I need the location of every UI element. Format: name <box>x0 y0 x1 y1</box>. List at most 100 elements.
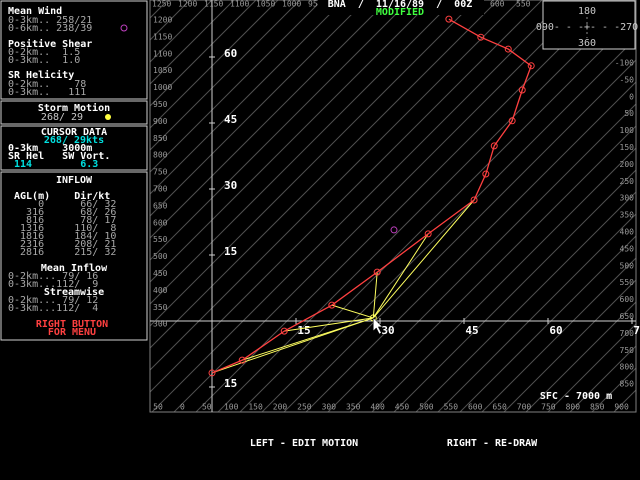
scale-label: 700 <box>517 403 532 412</box>
scale-label: 800 <box>566 403 581 412</box>
row: 0-2km.. 78 <box>8 79 86 90</box>
heading: CURSOR DATA <box>41 127 107 138</box>
diagonal-line <box>327 103 636 412</box>
diagonal-line <box>459 235 636 412</box>
scale-label: 150 <box>620 143 635 152</box>
diagonal-line <box>150 0 235 85</box>
mean-wind-icon <box>120 24 128 32</box>
row: 0-2km... 79/ 16 <box>8 271 98 282</box>
hodograph-point <box>490 142 498 150</box>
scale-label: 650 <box>153 201 168 210</box>
compass-label: 180 <box>578 6 596 17</box>
storm-icon <box>105 114 111 120</box>
scale-label: 800 <box>620 363 635 372</box>
diagonal-line <box>393 169 636 412</box>
row: 0-3km.. 258/21 <box>8 15 92 26</box>
row: 0-3km.. 111 <box>8 87 86 98</box>
heading: Positive Shear <box>8 38 92 50</box>
row: 0-3km 3000m <box>8 143 92 154</box>
station-title: BNA / 11/16/89 / 00Z <box>328 0 473 10</box>
diagonal-line <box>195 0 609 412</box>
diagonal-line <box>150 0 389 239</box>
footer-hint: RIGHT - RE-DRAW <box>447 438 538 449</box>
scale-label: 1200 <box>153 16 172 25</box>
panel-box <box>0 100 148 125</box>
scale-label: 600 <box>153 218 168 227</box>
scale-label: 50 <box>624 109 634 118</box>
row: 0-2km.. 1.5 <box>8 47 80 58</box>
hodograph-point <box>504 45 512 53</box>
scale-label: 450 <box>153 269 168 278</box>
hodograph-point <box>328 301 336 309</box>
diagonal-line <box>150 0 279 129</box>
scale-label: 1100 <box>230 0 249 9</box>
hodograph-point <box>477 33 485 41</box>
scale-label: 350 <box>346 403 361 412</box>
scale-label: 1050 <box>153 66 172 75</box>
scale-label: 100 <box>620 126 635 135</box>
scale-label: 400 <box>620 228 635 237</box>
diagonal-line <box>481 257 636 412</box>
inflow-row: 2816 215/ 32 <box>8 247 116 258</box>
scale-label: 850 <box>620 380 635 389</box>
left-panel: Mean Wind 0-3km.. 258/21 0-6km.. 238/39 … <box>0 0 148 341</box>
scale-label: 1250 <box>152 0 171 9</box>
hodograph-point <box>508 117 516 125</box>
inflow-row: 0 66/ 32 <box>8 199 116 210</box>
scale-label: 600 <box>490 0 505 9</box>
diagonal-line <box>151 0 565 412</box>
scale-label: 400 <box>370 403 385 412</box>
menu-hint: RIGHT BUTTON <box>36 319 108 330</box>
diagonal-line <box>371 147 636 412</box>
hodograph-point <box>445 15 453 23</box>
scale-label: 650 <box>492 403 507 412</box>
diagonal-line <box>283 59 636 412</box>
diagonal-line <box>150 0 455 305</box>
inflow-row: 1316 110/ 8 <box>8 223 116 234</box>
hodograph-point <box>208 369 216 377</box>
diagonal-line <box>150 0 411 261</box>
diagonal-line <box>150 0 345 195</box>
row: 0-2km... 79/ 12 <box>8 295 98 306</box>
scale-label: 300 <box>322 403 337 412</box>
inflow-row: 1816 184/ 10 <box>8 231 116 242</box>
scale-label: 900 <box>614 403 629 412</box>
menu-hint: FOR MENU <box>48 327 96 338</box>
y-tick-label: 15 <box>224 245 237 258</box>
value: 114 6.3 <box>8 159 98 170</box>
inflow-row: 316 68/ 26 <box>8 207 116 218</box>
diagonal-line <box>415 191 636 412</box>
hodograph-frame <box>149 0 637 413</box>
compass-label: 090- - -+- - -270 <box>536 22 638 33</box>
scale-label: 500 <box>620 261 635 270</box>
scale-label: 1150 <box>204 0 223 9</box>
scale-label: 250 <box>620 177 635 186</box>
scale-label: 200 <box>273 403 288 412</box>
hodograph-point <box>238 356 246 364</box>
compass-label: 360 <box>578 38 596 49</box>
scale-label: 50 <box>153 403 163 412</box>
row: 0-6km.. 238/39 <box>8 23 92 34</box>
inflow-row: 816 78/ 17 <box>8 215 116 226</box>
scale-label: 450 <box>395 403 410 412</box>
x-tick-label: 30 <box>381 324 394 337</box>
row: 0-3km...112/ 4 <box>8 303 98 314</box>
scale-label: -100 <box>615 59 634 68</box>
scale-label: 1100 <box>153 49 172 58</box>
y-tick-label: 45 <box>224 113 237 126</box>
hodograph-point <box>518 86 526 94</box>
scale-label: 1050 <box>256 0 275 9</box>
scale-label: 1000 <box>153 83 172 92</box>
panel-box <box>0 125 148 171</box>
scale-label: 950 <box>308 0 323 9</box>
inflow-row: 2316 208/ 21 <box>8 239 116 250</box>
scale-label: 550 <box>516 0 531 9</box>
scale-label: 0 <box>629 92 634 101</box>
scale-label: 850 <box>153 134 168 143</box>
scale-label: 800 <box>153 151 168 160</box>
scale-label: 200 <box>620 160 635 169</box>
scale-label: 600 <box>468 403 483 412</box>
diagonal-line <box>150 0 301 151</box>
heading: Mean Wind <box>8 5 62 17</box>
scale-label: 700 <box>620 329 635 338</box>
